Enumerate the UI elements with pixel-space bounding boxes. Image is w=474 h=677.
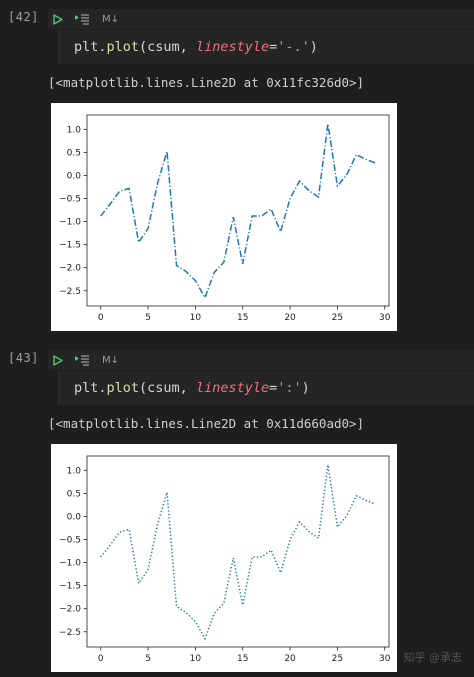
y-tick-label: −1.0	[59, 559, 81, 569]
code-editor[interactable]: plt.plot(csum, linestyle='-.')	[58, 30, 474, 64]
run-cell-icon[interactable]	[52, 12, 64, 26]
x-tick-label: 20	[284, 654, 296, 664]
x-tick-label: 30	[379, 654, 391, 664]
y-tick-label: 0.0	[67, 512, 82, 522]
y-tick-label: 0.0	[67, 171, 82, 181]
x-tick-label: 15	[237, 654, 248, 664]
y-tick-label: −2.5	[59, 628, 81, 638]
y-tick-label: −2.0	[59, 264, 81, 274]
axes-frame	[86, 455, 390, 648]
y-tick-label: 1.0	[67, 466, 82, 476]
cell-language-label[interactable]: M↓	[102, 13, 120, 25]
y-tick-label: −0.5	[59, 536, 81, 546]
line-chart: 1.0 0.5 0.0 −0.5 −1.0 −1.5 −2.0 −2.5 0 5 10 15 20 25 3…	[59, 114, 391, 323]
x-tick-label: 5	[145, 313, 151, 323]
x-tick-label: 30	[379, 313, 391, 323]
y-tick-label: 0.5	[67, 489, 81, 499]
x-tick-label: 10	[190, 313, 202, 323]
x-tick-label: 0	[98, 313, 104, 323]
code-line[interactable]: plt.plot(csum, linestyle=':')	[74, 380, 310, 396]
x-tick-label: 25	[332, 313, 343, 323]
series-line	[100, 464, 376, 641]
run-cell-icon[interactable]	[52, 353, 64, 367]
x-tick-label: 15	[237, 313, 248, 323]
output-repr: [<matplotlib.lines.Line2D at 0x11fc326d0…	[48, 75, 365, 90]
y-tick-label: −1.5	[59, 582, 81, 592]
x-tick-label: 0	[98, 654, 104, 664]
x-tick-label: 20	[284, 313, 296, 323]
y-tick-label: −0.5	[59, 195, 81, 205]
execution-count: [43]	[8, 351, 39, 365]
line-chart: 1.0 0.5 0.0 −0.5 −1.0 −1.5 −2.0 −2.5 0 5 10 15 20 25 3…	[59, 455, 391, 664]
y-tick-label: −1.0	[59, 218, 81, 228]
run-below-icon[interactable]	[74, 12, 90, 26]
y-tick-label: −2.0	[59, 605, 81, 615]
output-repr: [<matplotlib.lines.Line2D at 0x11d660ad0…	[48, 416, 365, 431]
x-tick-label: 10	[190, 654, 202, 664]
plot-output: 1.0 0.5 0.0 −0.5 −1.0 −1.5 −2.0 −2.5 0 5 10 15 20 25 3…	[51, 103, 397, 331]
y-tick-label: 0.5	[67, 148, 81, 158]
run-below-icon[interactable]	[74, 353, 90, 367]
execution-count: [42]	[8, 10, 39, 24]
cell-toolbar: M↓	[48, 9, 474, 29]
code-line[interactable]: plt.plot(csum, linestyle='-.')	[74, 39, 318, 55]
axes-frame	[86, 114, 390, 307]
y-tick-label: −1.5	[59, 241, 81, 251]
cell-toolbar: M↓	[48, 350, 474, 370]
y-tick-label: −2.5	[59, 287, 81, 297]
watermark: 知乎 @承志	[403, 651, 463, 664]
cell-language-label[interactable]: M↓	[102, 354, 120, 366]
plot-output: 1.0 0.5 0.0 −0.5 −1.0 −1.5 −2.0 −2.5 0 5 10 15 20 25 3…	[51, 444, 397, 672]
code-editor[interactable]: plt.plot(csum, linestyle=':')	[58, 371, 474, 405]
series-line	[100, 123, 376, 300]
x-tick-label: 5	[145, 654, 151, 664]
x-tick-label: 25	[332, 654, 343, 664]
y-tick-label: 1.0	[67, 125, 82, 135]
